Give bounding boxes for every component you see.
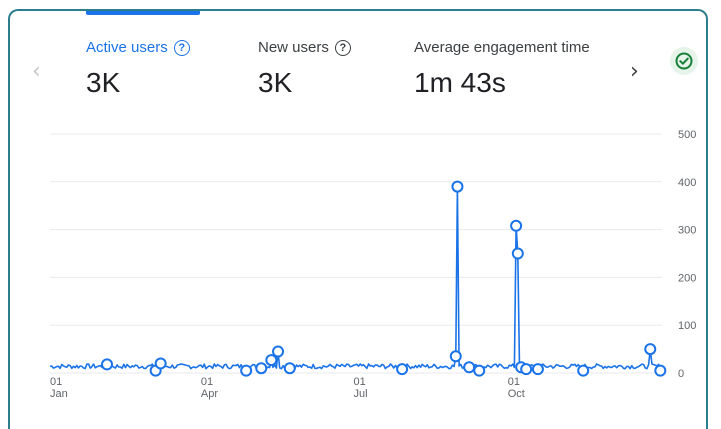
series-line bbox=[49, 185, 663, 372]
metric-value: 3K bbox=[258, 67, 293, 98]
metric-tab-new-users[interactable]: New users? 3K bbox=[258, 11, 368, 111]
data-point-marker bbox=[265, 354, 278, 367]
data-point-marker bbox=[255, 362, 268, 375]
data-point-marker bbox=[473, 364, 486, 377]
check-icon bbox=[675, 52, 693, 70]
y-tick-label: 400 bbox=[678, 177, 696, 189]
data-point-marker bbox=[654, 364, 667, 377]
metric-label: Average engagement time bbox=[414, 39, 590, 56]
data-point-marker bbox=[283, 362, 296, 375]
x-tick-day: 01 bbox=[508, 376, 520, 388]
x-tick-day: 01 bbox=[201, 376, 213, 388]
data-point-marker bbox=[511, 247, 524, 260]
x-tick-day: 01 bbox=[50, 376, 62, 388]
x-tick-month: Jul bbox=[353, 388, 367, 400]
data-point-marker bbox=[531, 363, 544, 376]
help-icon[interactable]: ? bbox=[173, 40, 190, 56]
check-circle-icon[interactable] bbox=[670, 47, 698, 75]
x-tick-month: Jan bbox=[50, 388, 68, 400]
data-point-marker bbox=[644, 343, 657, 356]
chevron-left-icon[interactable]: ‹ bbox=[32, 59, 41, 84]
data-point-marker bbox=[577, 364, 590, 377]
data-point-marker bbox=[463, 361, 476, 374]
data-point-marker bbox=[396, 363, 409, 376]
metric-label: Active users? bbox=[86, 39, 190, 56]
help-icon[interactable]: ? bbox=[334, 40, 351, 56]
chart-series bbox=[49, 180, 667, 377]
metric-value: 1m 43s bbox=[414, 67, 506, 98]
y-tick-label: 100 bbox=[678, 320, 696, 332]
y-tick-label: 300 bbox=[678, 225, 696, 237]
data-point-marker bbox=[449, 350, 462, 363]
y-tick-label: 200 bbox=[678, 272, 696, 284]
metrics-card: ‹ Active users? 3K New users? 3K Average… bbox=[8, 9, 708, 429]
data-point-marker bbox=[510, 219, 523, 232]
data-point-marker bbox=[520, 363, 533, 376]
chart-gridlines bbox=[50, 133, 662, 374]
metric-label: New users? bbox=[258, 39, 351, 56]
y-tick-label: 0 bbox=[678, 368, 684, 380]
data-point-marker bbox=[154, 357, 167, 370]
selected-tab-indicator bbox=[86, 11, 200, 15]
metric-tab-active-users[interactable]: Active users? 3K bbox=[86, 11, 200, 111]
metric-value: 3K bbox=[86, 67, 121, 98]
x-tick-month: Apr bbox=[201, 388, 218, 400]
y-axis: 500 400 300 200 100 0 bbox=[678, 129, 696, 380]
metric-tab-average-engagement-time[interactable]: Average engagement time 1m 43s bbox=[414, 11, 622, 111]
data-point-marker bbox=[451, 180, 464, 193]
y-tick-label: 500 bbox=[678, 129, 696, 141]
x-tick-day: 01 bbox=[353, 376, 365, 388]
data-point-marker bbox=[272, 345, 285, 358]
chevron-right-icon[interactable]: › bbox=[630, 59, 639, 84]
x-tick-month: Oct bbox=[508, 388, 525, 400]
data-point-marker bbox=[240, 364, 253, 377]
data-point-marker bbox=[101, 358, 114, 371]
